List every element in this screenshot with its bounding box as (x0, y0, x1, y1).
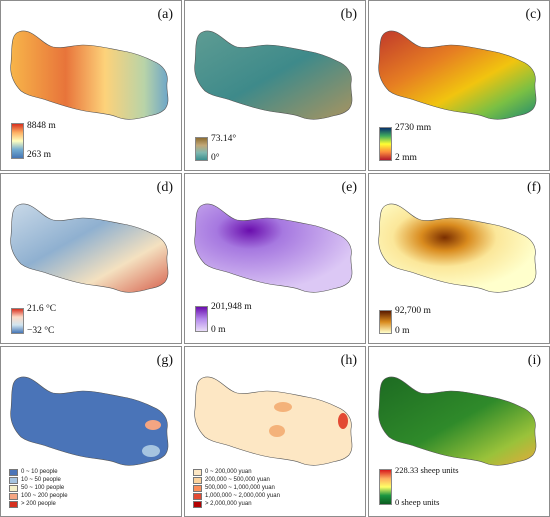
colorbar-c (379, 127, 392, 161)
legend-item: > 200 people (9, 500, 68, 508)
legend-item: 500,000 ~ 1,000,000 yuan (193, 484, 280, 492)
tibet-plateau-map-f (378, 203, 537, 293)
legend-swatch (9, 476, 18, 484)
colorbar-max: 8848 m (27, 121, 56, 131)
legend-item: > 2,000,000 yuan (193, 500, 280, 508)
legend-h: 0 ~ 200,000 yuan 200,000 ~ 500,000 yuan … (193, 468, 280, 508)
legend-item: 100 ~ 200 people (9, 492, 68, 500)
colorbar-max: 73.14° (211, 134, 237, 144)
panel-label: (g) (156, 353, 173, 368)
colorbar-f (379, 310, 392, 334)
colorbar-max: 21.6 °C (27, 304, 57, 314)
tibet-plateau-map-c (378, 30, 537, 120)
colorbar-min: 0 m (395, 326, 410, 336)
panel-label: (e) (341, 180, 357, 195)
panel-e-distance: (e) 201,948 m 0 m (184, 173, 366, 344)
panel-label: (i) (527, 353, 541, 368)
legend-swatch (9, 468, 18, 476)
colorbar-min: 0° (211, 153, 220, 163)
legend-text: 1,000,000 ~ 2,000,000 yuan (205, 493, 280, 499)
panel-label: (f) (527, 180, 541, 195)
legend-swatch (193, 484, 202, 492)
panel-a-elevation: (a) 8848 m 263 m (0, 0, 182, 171)
legend-item: 50 ~ 100 people (9, 484, 68, 492)
colorbar-e (195, 306, 208, 332)
panel-i-grazing: (i) 228.33 sheep units 0 sheep units (368, 346, 550, 517)
panel-d-temperature: (d) 21.6 °C −32 °C (0, 173, 182, 344)
legend-item: 200,000 ~ 500,000 yuan (193, 476, 280, 484)
panel-g-population: (g) 0 ~ 10 people 10 ~ 50 people 50 ~ 10… (0, 346, 182, 517)
legend-text: > 2,000,000 yuan (205, 501, 252, 507)
colorbar-max: 201,948 m (211, 302, 252, 312)
legend-text: 500,000 ~ 1,000,000 yuan (205, 485, 275, 491)
panel-f-distance: (f) 92,700 m 0 m (368, 173, 550, 344)
legend-swatch (193, 476, 202, 484)
legend-text: 200,000 ~ 500,000 yuan (205, 477, 270, 483)
legend-text: 50 ~ 100 people (21, 485, 65, 491)
legend-text: 10 ~ 50 people (21, 477, 61, 483)
panel-label: (c) (525, 7, 541, 22)
colorbar-min: 0 m (211, 325, 226, 335)
legend-text: 0 ~ 10 people (21, 469, 58, 475)
panel-label: (a) (157, 7, 173, 22)
legend-swatch (193, 468, 202, 476)
tibet-plateau-map-b (194, 30, 353, 120)
legend-swatch (9, 484, 18, 492)
colorbar-max: 92,700 m (395, 306, 431, 316)
legend-swatch (9, 500, 18, 508)
colorbar-a (11, 123, 24, 159)
tibet-plateau-map-a (10, 30, 169, 120)
colorbar-max: 2730 mm (395, 123, 432, 133)
colorbar-min: 2 mm (395, 153, 417, 163)
legend-item: 0 ~ 200,000 yuan (193, 468, 280, 476)
tibet-plateau-map-d (10, 203, 169, 293)
legend-swatch (9, 492, 18, 500)
panel-label: (h) (340, 353, 357, 368)
colorbar-min: 0 sheep units (395, 497, 440, 507)
tibet-plateau-map-i (378, 376, 537, 466)
legend-text: > 200 people (21, 501, 56, 507)
legend-swatch (193, 492, 202, 500)
colorbar-min: 263 m (27, 150, 52, 160)
legend-item: 10 ~ 50 people (9, 476, 68, 484)
tibet-plateau-map-e (194, 203, 353, 293)
legend-text: 100 ~ 200 people (21, 493, 68, 499)
legend-item: 0 ~ 10 people (9, 468, 68, 476)
panel-c-precipitation: (c) 2730 mm 2 mm (368, 0, 550, 171)
legend-g: 0 ~ 10 people 10 ~ 50 people 50 ~ 100 pe… (9, 468, 68, 508)
tibet-plateau-map-g (10, 376, 169, 466)
panel-label: (d) (156, 180, 173, 195)
colorbar-d (11, 308, 24, 334)
tibet-plateau-map-h (194, 376, 353, 466)
legend-item: 1,000,000 ~ 2,000,000 yuan (193, 492, 280, 500)
legend-text: 0 ~ 200,000 yuan (205, 469, 252, 475)
legend-swatch (193, 500, 202, 508)
colorbar-b (195, 137, 208, 161)
colorbar-min: −32 °C (27, 326, 55, 336)
colorbar-max: 228.33 sheep units (395, 465, 459, 475)
colorbar-i (379, 469, 392, 505)
panel-label: (b) (340, 7, 357, 22)
panel-h-gdp: (h) 0 ~ 200,000 yuan 200,000 ~ 500,000 y… (184, 346, 366, 517)
panel-b-slope: (b) 73.14° 0° (184, 0, 366, 171)
